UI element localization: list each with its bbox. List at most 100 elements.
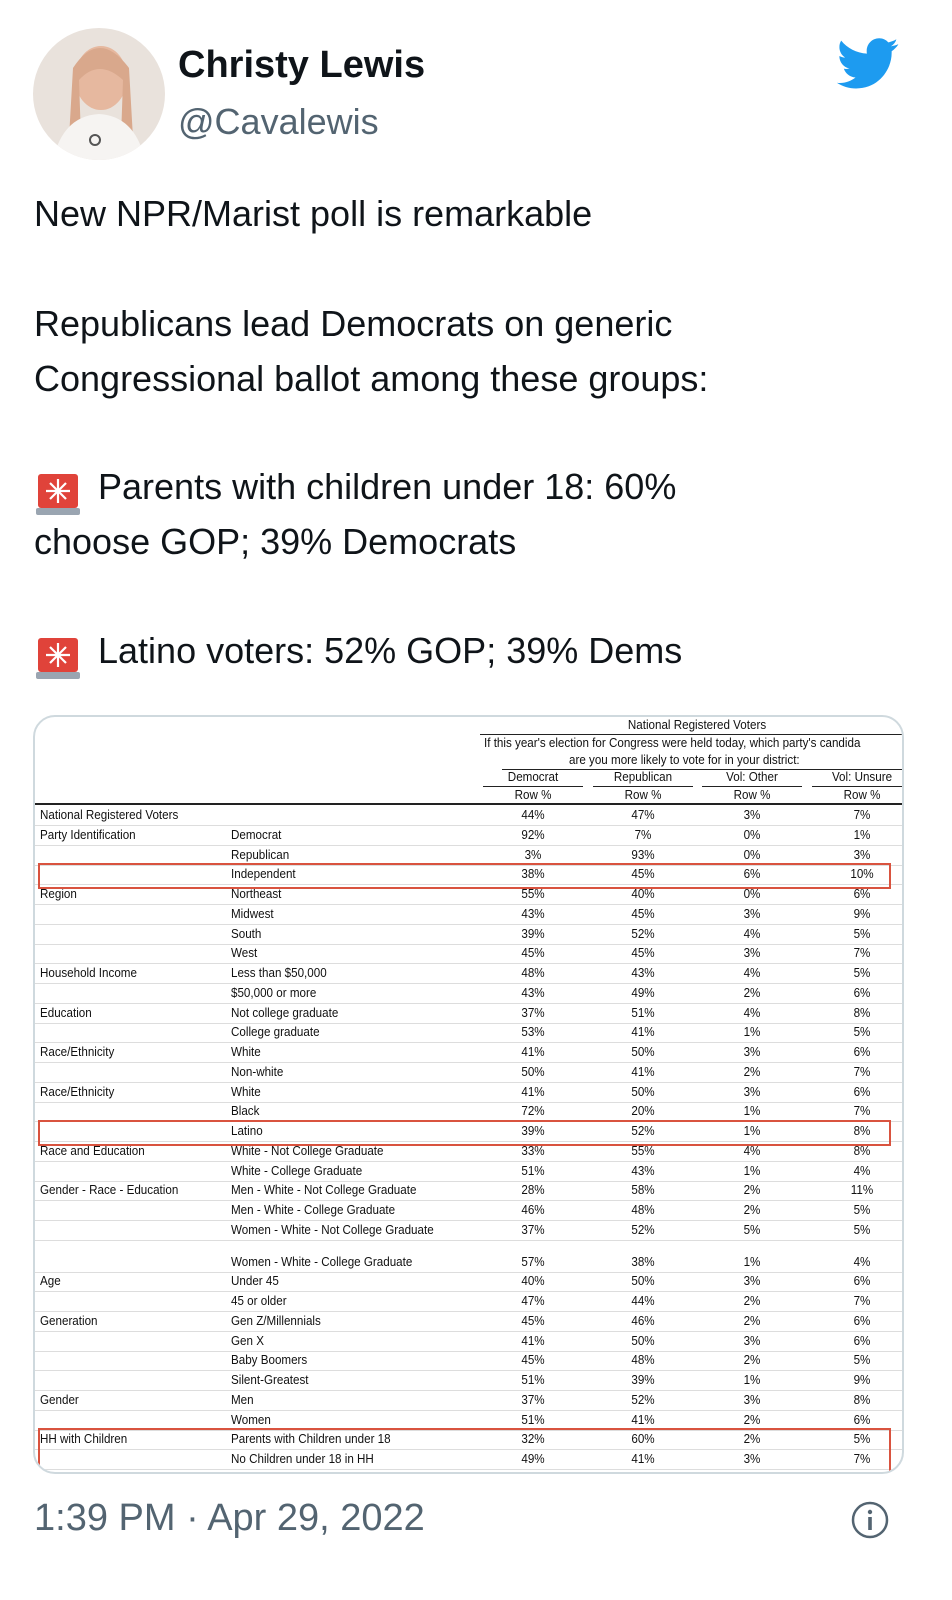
- row-subgroup: South: [231, 926, 262, 941]
- cell: 11%: [850, 1183, 874, 1198]
- cell: 4%: [743, 966, 761, 980]
- row-rule: [35, 983, 902, 984]
- cell: 0%: [743, 887, 761, 901]
- cell: 37%: [521, 1392, 545, 1407]
- cell: 48%: [521, 966, 545, 980]
- cell: 8%: [853, 1392, 871, 1407]
- cell: 8%: [853, 1143, 871, 1158]
- cell: 1%: [853, 827, 871, 842]
- cell: 43%: [631, 966, 655, 980]
- author-handle[interactable]: @Cavalewis: [178, 101, 379, 142]
- row-subgroup: Parents with Children under 18: [231, 1432, 391, 1447]
- column-subheader: Row %: [843, 788, 881, 802]
- row-rule: [35, 923, 902, 925]
- cell: 47%: [631, 808, 655, 822]
- cell: 72%: [521, 1104, 545, 1119]
- highlight-box: [38, 863, 891, 890]
- cell: 47%: [521, 1294, 545, 1308]
- row-group: Age: [40, 1274, 61, 1289]
- rule: [483, 786, 583, 787]
- cell: 37%: [521, 1005, 545, 1020]
- cell: 9%: [853, 906, 871, 921]
- cell: 50%: [521, 1064, 545, 1079]
- row-subgroup: Latino: [231, 1124, 263, 1138]
- tweet-line: Republicans lead Democrats on generic: [34, 303, 673, 344]
- cell: 1%: [743, 1254, 761, 1269]
- row-rule: [35, 1311, 902, 1312]
- row-subgroup: Women - White - Not College Graduate: [231, 1222, 434, 1237]
- cell: 6%: [853, 1412, 871, 1427]
- row-rule: [35, 1350, 902, 1352]
- cell: 45%: [631, 906, 655, 921]
- cell: 2%: [743, 1203, 761, 1217]
- cell: 50%: [631, 1333, 655, 1348]
- twitter-logo[interactable]: [836, 38, 900, 90]
- cell: 48%: [631, 1203, 655, 1217]
- column-subheader: Row %: [624, 788, 662, 802]
- cell: 45%: [631, 946, 655, 961]
- row-group: Party Identification: [40, 827, 136, 842]
- poll-table-image[interactable]: National Registered Voters If this year's…: [33, 715, 904, 1474]
- cell: 41%: [631, 1064, 655, 1079]
- row-rule: [35, 963, 902, 965]
- rule: [593, 786, 693, 787]
- column-subheader: Row %: [514, 788, 552, 802]
- cell: 4%: [853, 1163, 871, 1178]
- row-subgroup: Midwest: [231, 906, 274, 921]
- row-subgroup: White: [231, 1084, 261, 1099]
- row-subgroup: Less than $50,000: [231, 966, 327, 980]
- cell: 49%: [521, 1452, 545, 1466]
- info-icon[interactable]: [850, 1500, 890, 1540]
- row-rule: [35, 1180, 902, 1182]
- column-header: Republican: [613, 770, 673, 784]
- cell: 53%: [521, 1025, 545, 1040]
- cell: 43%: [521, 906, 545, 921]
- avatar[interactable]: [33, 28, 165, 160]
- row-subgroup: 45 or older: [231, 1294, 287, 1308]
- cell: 7%: [853, 1104, 871, 1119]
- cell: 6%: [853, 1274, 871, 1289]
- cell: 39%: [631, 1373, 655, 1387]
- row-rule: [35, 1449, 902, 1451]
- question-line: are you more likely to vote for in your …: [569, 753, 800, 767]
- row-rule: [35, 1081, 902, 1083]
- cell: 3%: [743, 906, 761, 921]
- cell: 41%: [631, 1412, 655, 1427]
- cell: 4%: [743, 1143, 761, 1158]
- timestamp[interactable]: 1:39 PM · Apr 29, 2022: [34, 1497, 425, 1539]
- row-subgroup: White - Not College Graduate: [231, 1143, 384, 1158]
- cell: 2%: [743, 1353, 761, 1368]
- cell: 55%: [631, 1143, 655, 1158]
- row-subgroup: Women: [231, 1412, 271, 1427]
- cell: 50%: [631, 1274, 655, 1289]
- cell: 46%: [631, 1313, 655, 1328]
- row-subgroup: Baby Boomers: [231, 1353, 308, 1368]
- cell: 3%: [743, 1392, 761, 1407]
- row-subgroup: Gen X: [231, 1333, 264, 1348]
- cell: 5%: [853, 926, 871, 941]
- row-subgroup: Republican: [231, 847, 290, 862]
- cell: 38%: [521, 867, 545, 882]
- row-rule: [35, 825, 902, 826]
- author-name[interactable]: Christy Lewis: [178, 44, 426, 86]
- row-subgroup: White - College Graduate: [231, 1163, 363, 1178]
- cell: 7%: [853, 946, 871, 961]
- row-group: Region: [40, 887, 77, 901]
- cell: 5%: [743, 1222, 761, 1237]
- row-rule: [35, 1409, 902, 1411]
- siren-emoji: [36, 474, 80, 515]
- highlight-box: [38, 1120, 891, 1146]
- cell: 39%: [521, 926, 545, 941]
- column-subheader: Row %: [733, 788, 771, 802]
- cell: 46%: [521, 1203, 545, 1217]
- cell: 41%: [521, 1333, 545, 1348]
- rule: [35, 803, 902, 805]
- row-rule: [35, 1291, 902, 1293]
- cell: 50%: [631, 1084, 655, 1099]
- row-rule: [35, 1390, 902, 1391]
- cell: 6%: [853, 1084, 871, 1099]
- cell: 3%: [853, 847, 871, 862]
- cell: 2%: [743, 985, 761, 1000]
- cell: 41%: [631, 1025, 655, 1040]
